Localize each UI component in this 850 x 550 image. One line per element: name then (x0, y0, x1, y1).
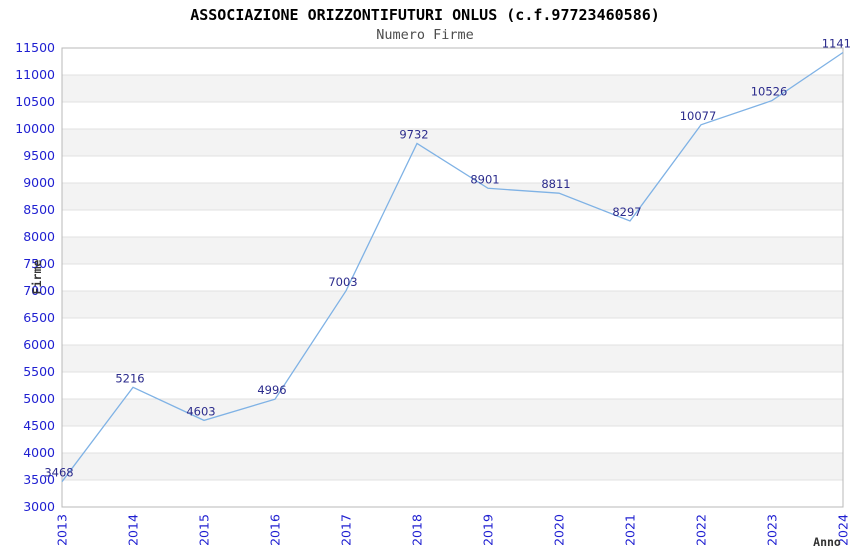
data-point-label: 10077 (680, 109, 717, 123)
y-tick-label: 3000 (23, 499, 55, 514)
chart-title: ASSOCIAZIONE ORIZZONTIFUTURI ONLUS (c.f.… (190, 6, 660, 24)
y-tick-label: 4000 (23, 445, 55, 460)
x-tick-label: 2020 (551, 514, 566, 546)
y-tick-label: 4500 (23, 418, 55, 433)
y-tick-label: 9500 (23, 148, 55, 163)
series-line (61, 51, 844, 483)
grid-band (62, 399, 843, 426)
grid-band (62, 237, 843, 264)
grid-band (62, 129, 843, 156)
data-point-label: 10526 (751, 85, 788, 99)
y-tick-label: 7000 (23, 283, 55, 298)
y-tick-label: 5500 (23, 364, 55, 379)
grid-band (62, 345, 843, 372)
x-tick-label: 2013 (54, 514, 69, 546)
data-point-label: 5216 (115, 371, 144, 385)
data-point-label: 8901 (470, 172, 499, 186)
x-tick-label: 2018 (409, 514, 424, 546)
x-tick-label: 2019 (480, 514, 495, 546)
y-tick-label: 9000 (23, 175, 55, 190)
y-tick-label: 7500 (23, 256, 55, 271)
y-tick-label: 10000 (15, 121, 55, 136)
y-tick-label: 11500 (15, 40, 55, 55)
x-tick-label: 2021 (622, 514, 637, 546)
x-axis-title: Anno (813, 535, 841, 549)
data-point-label: 4603 (186, 404, 215, 418)
y-tick-label: 11000 (15, 67, 55, 82)
y-tick-label: 5000 (23, 391, 55, 406)
chart-subtitle: Numero Firme (376, 27, 474, 43)
plot-border (61, 47, 844, 508)
grid-band (62, 75, 843, 102)
y-axis-title: Firme (30, 260, 44, 295)
x-tick-label: 2015 (196, 514, 211, 546)
y-tick-label: 6500 (23, 310, 55, 325)
x-tick-label: 2022 (693, 514, 708, 546)
grid-band (62, 291, 843, 318)
grid-band (62, 183, 843, 210)
y-tick-label: 8000 (23, 229, 55, 244)
data-point-label: 4996 (257, 383, 286, 397)
x-tick-label: 2024 (835, 514, 850, 546)
x-tick-label: 2017 (338, 514, 353, 546)
y-tick-label: 3500 (23, 472, 55, 487)
data-point-label: 11417 (822, 37, 850, 51)
x-tick-label: 2023 (764, 514, 779, 546)
data-point-label: 8811 (541, 177, 570, 191)
data-point-label: 9732 (399, 128, 428, 142)
data-point-label: 8297 (612, 205, 641, 219)
data-point-label: 3468 (44, 466, 73, 480)
y-tick-label: 10500 (15, 94, 55, 109)
y-tick-label: 8500 (23, 202, 55, 217)
y-tick-label: 6000 (23, 337, 55, 352)
data-point-label: 7003 (328, 275, 357, 289)
grid-band (62, 453, 843, 480)
x-tick-label: 2014 (125, 514, 140, 546)
x-tick-label: 2016 (267, 514, 282, 546)
